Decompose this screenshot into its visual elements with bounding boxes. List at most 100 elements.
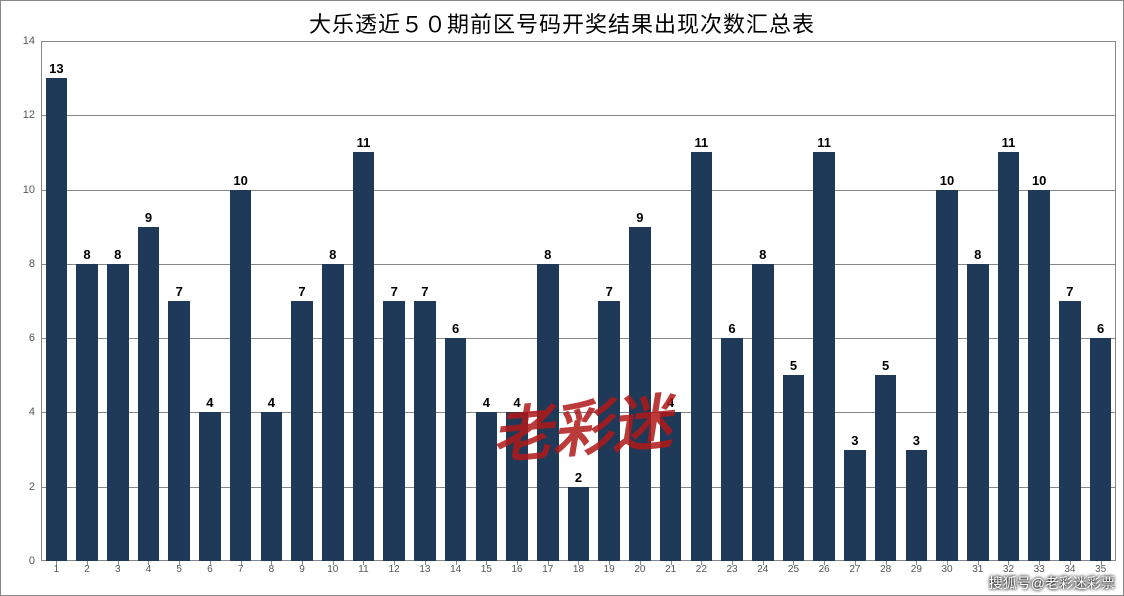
bar-value-label: 8	[537, 247, 558, 262]
x-axis-label: 10	[317, 564, 348, 575]
bar: 6	[445, 338, 466, 561]
bar-slot: 831	[962, 41, 993, 561]
bar-slot: 421	[655, 41, 686, 561]
bar-slot: 329	[901, 41, 932, 561]
bar-value-label: 4	[660, 395, 681, 410]
bar-value-label: 5	[783, 358, 804, 373]
chart-container: 大乐透近５０期前区号码开奖结果出现次数汇总表 02468101214131828…	[0, 0, 1124, 596]
bar-slot: 75	[164, 41, 195, 561]
x-axis-label: 22	[686, 564, 717, 575]
x-axis-label: 27	[840, 564, 871, 575]
bar-slot: 635	[1085, 41, 1116, 561]
bar-slot: 218	[563, 41, 594, 561]
bar-value-label: 11	[813, 135, 834, 150]
bar-value-label: 6	[721, 321, 742, 336]
x-axis-label: 4	[133, 564, 164, 575]
bar-value-label: 6	[1090, 321, 1111, 336]
bar: 3	[906, 450, 927, 561]
bar: 11	[353, 152, 374, 561]
bar-slot: 525	[778, 41, 809, 561]
y-axis-label: 14	[23, 35, 35, 47]
bar: 9	[138, 227, 159, 561]
y-axis-label: 12	[23, 109, 35, 121]
bar-slot: 810	[317, 41, 348, 561]
y-axis-label: 10	[23, 184, 35, 196]
bar-value-label: 4	[506, 395, 527, 410]
bar-slot: 82	[72, 41, 103, 561]
bar: 7	[414, 301, 435, 561]
bar-value-label: 4	[261, 395, 282, 410]
bar: 8	[537, 264, 558, 561]
y-axis-label: 2	[29, 481, 35, 493]
bar-slot: 415	[471, 41, 502, 561]
bar-value-label: 10	[1028, 173, 1049, 188]
bar-slot: 614	[440, 41, 471, 561]
x-axis-label: 3	[102, 564, 133, 575]
x-axis-label: 21	[655, 564, 686, 575]
bar: 8	[967, 264, 988, 561]
x-axis-label: 29	[901, 564, 932, 575]
bar-slot: 94	[133, 41, 164, 561]
bar: 3	[844, 450, 865, 561]
bar-value-label: 3	[906, 433, 927, 448]
bar-slot: 817	[532, 41, 563, 561]
x-axis-label: 16	[502, 564, 533, 575]
bar-value-label: 7	[598, 284, 619, 299]
bar: 6	[721, 338, 742, 561]
x-axis-label: 24	[747, 564, 778, 575]
bar-slot: 1126	[809, 41, 840, 561]
bar-slot: 824	[747, 41, 778, 561]
bar-value-label: 13	[46, 61, 67, 76]
x-axis-label: 7	[225, 564, 256, 575]
bar: 2	[568, 487, 589, 561]
x-axis-label: 26	[809, 564, 840, 575]
bar-value-label: 8	[107, 247, 128, 262]
y-axis-label: 4	[29, 406, 35, 418]
bar-slot: 1033	[1024, 41, 1055, 561]
bar-value-label: 2	[568, 470, 589, 485]
bar: 4	[660, 412, 681, 561]
bar-value-label: 9	[138, 210, 159, 225]
bar-slot: 1030	[932, 41, 963, 561]
bar: 10	[1028, 190, 1049, 561]
bar-value-label: 9	[629, 210, 650, 225]
plot-area: 0246810121413182839475461074879810111171…	[41, 41, 1116, 561]
bar: 10	[936, 190, 957, 561]
bar-value-label: 8	[76, 247, 97, 262]
bar-value-label: 11	[353, 135, 374, 150]
bar-value-label: 5	[875, 358, 896, 373]
bar-value-label: 10	[230, 173, 251, 188]
bar: 7	[598, 301, 619, 561]
bar-slot: 327	[840, 41, 871, 561]
x-axis-label: 1	[41, 564, 72, 575]
y-axis-label: 8	[29, 258, 35, 270]
x-axis-label: 13	[410, 564, 441, 575]
bar-slot: 1111	[348, 41, 379, 561]
bar-value-label: 6	[445, 321, 466, 336]
x-axis-label: 11	[348, 564, 379, 575]
bar: 11	[998, 152, 1019, 561]
bar-slot: 719	[594, 41, 625, 561]
bar: 8	[107, 264, 128, 561]
bar: 6	[1090, 338, 1111, 561]
bar-value-label: 11	[691, 135, 712, 150]
bar: 4	[506, 412, 527, 561]
bar-slot: 734	[1055, 41, 1086, 561]
bar-value-label: 8	[322, 247, 343, 262]
bar: 13	[46, 78, 67, 561]
bar: 4	[476, 412, 497, 561]
bar: 7	[291, 301, 312, 561]
bar-slot: 83	[102, 41, 133, 561]
x-axis-label: 9	[287, 564, 318, 575]
x-axis-label: 5	[164, 564, 195, 575]
bar: 4	[199, 412, 220, 561]
x-axis-label: 15	[471, 564, 502, 575]
bar: 7	[168, 301, 189, 561]
x-axis-label: 6	[195, 564, 226, 575]
bar-slot: 1132	[993, 41, 1024, 561]
bar: 5	[783, 375, 804, 561]
bar-slot: 131	[41, 41, 72, 561]
bar: 5	[875, 375, 896, 561]
bar-value-label: 7	[383, 284, 404, 299]
x-axis-label: 23	[717, 564, 748, 575]
